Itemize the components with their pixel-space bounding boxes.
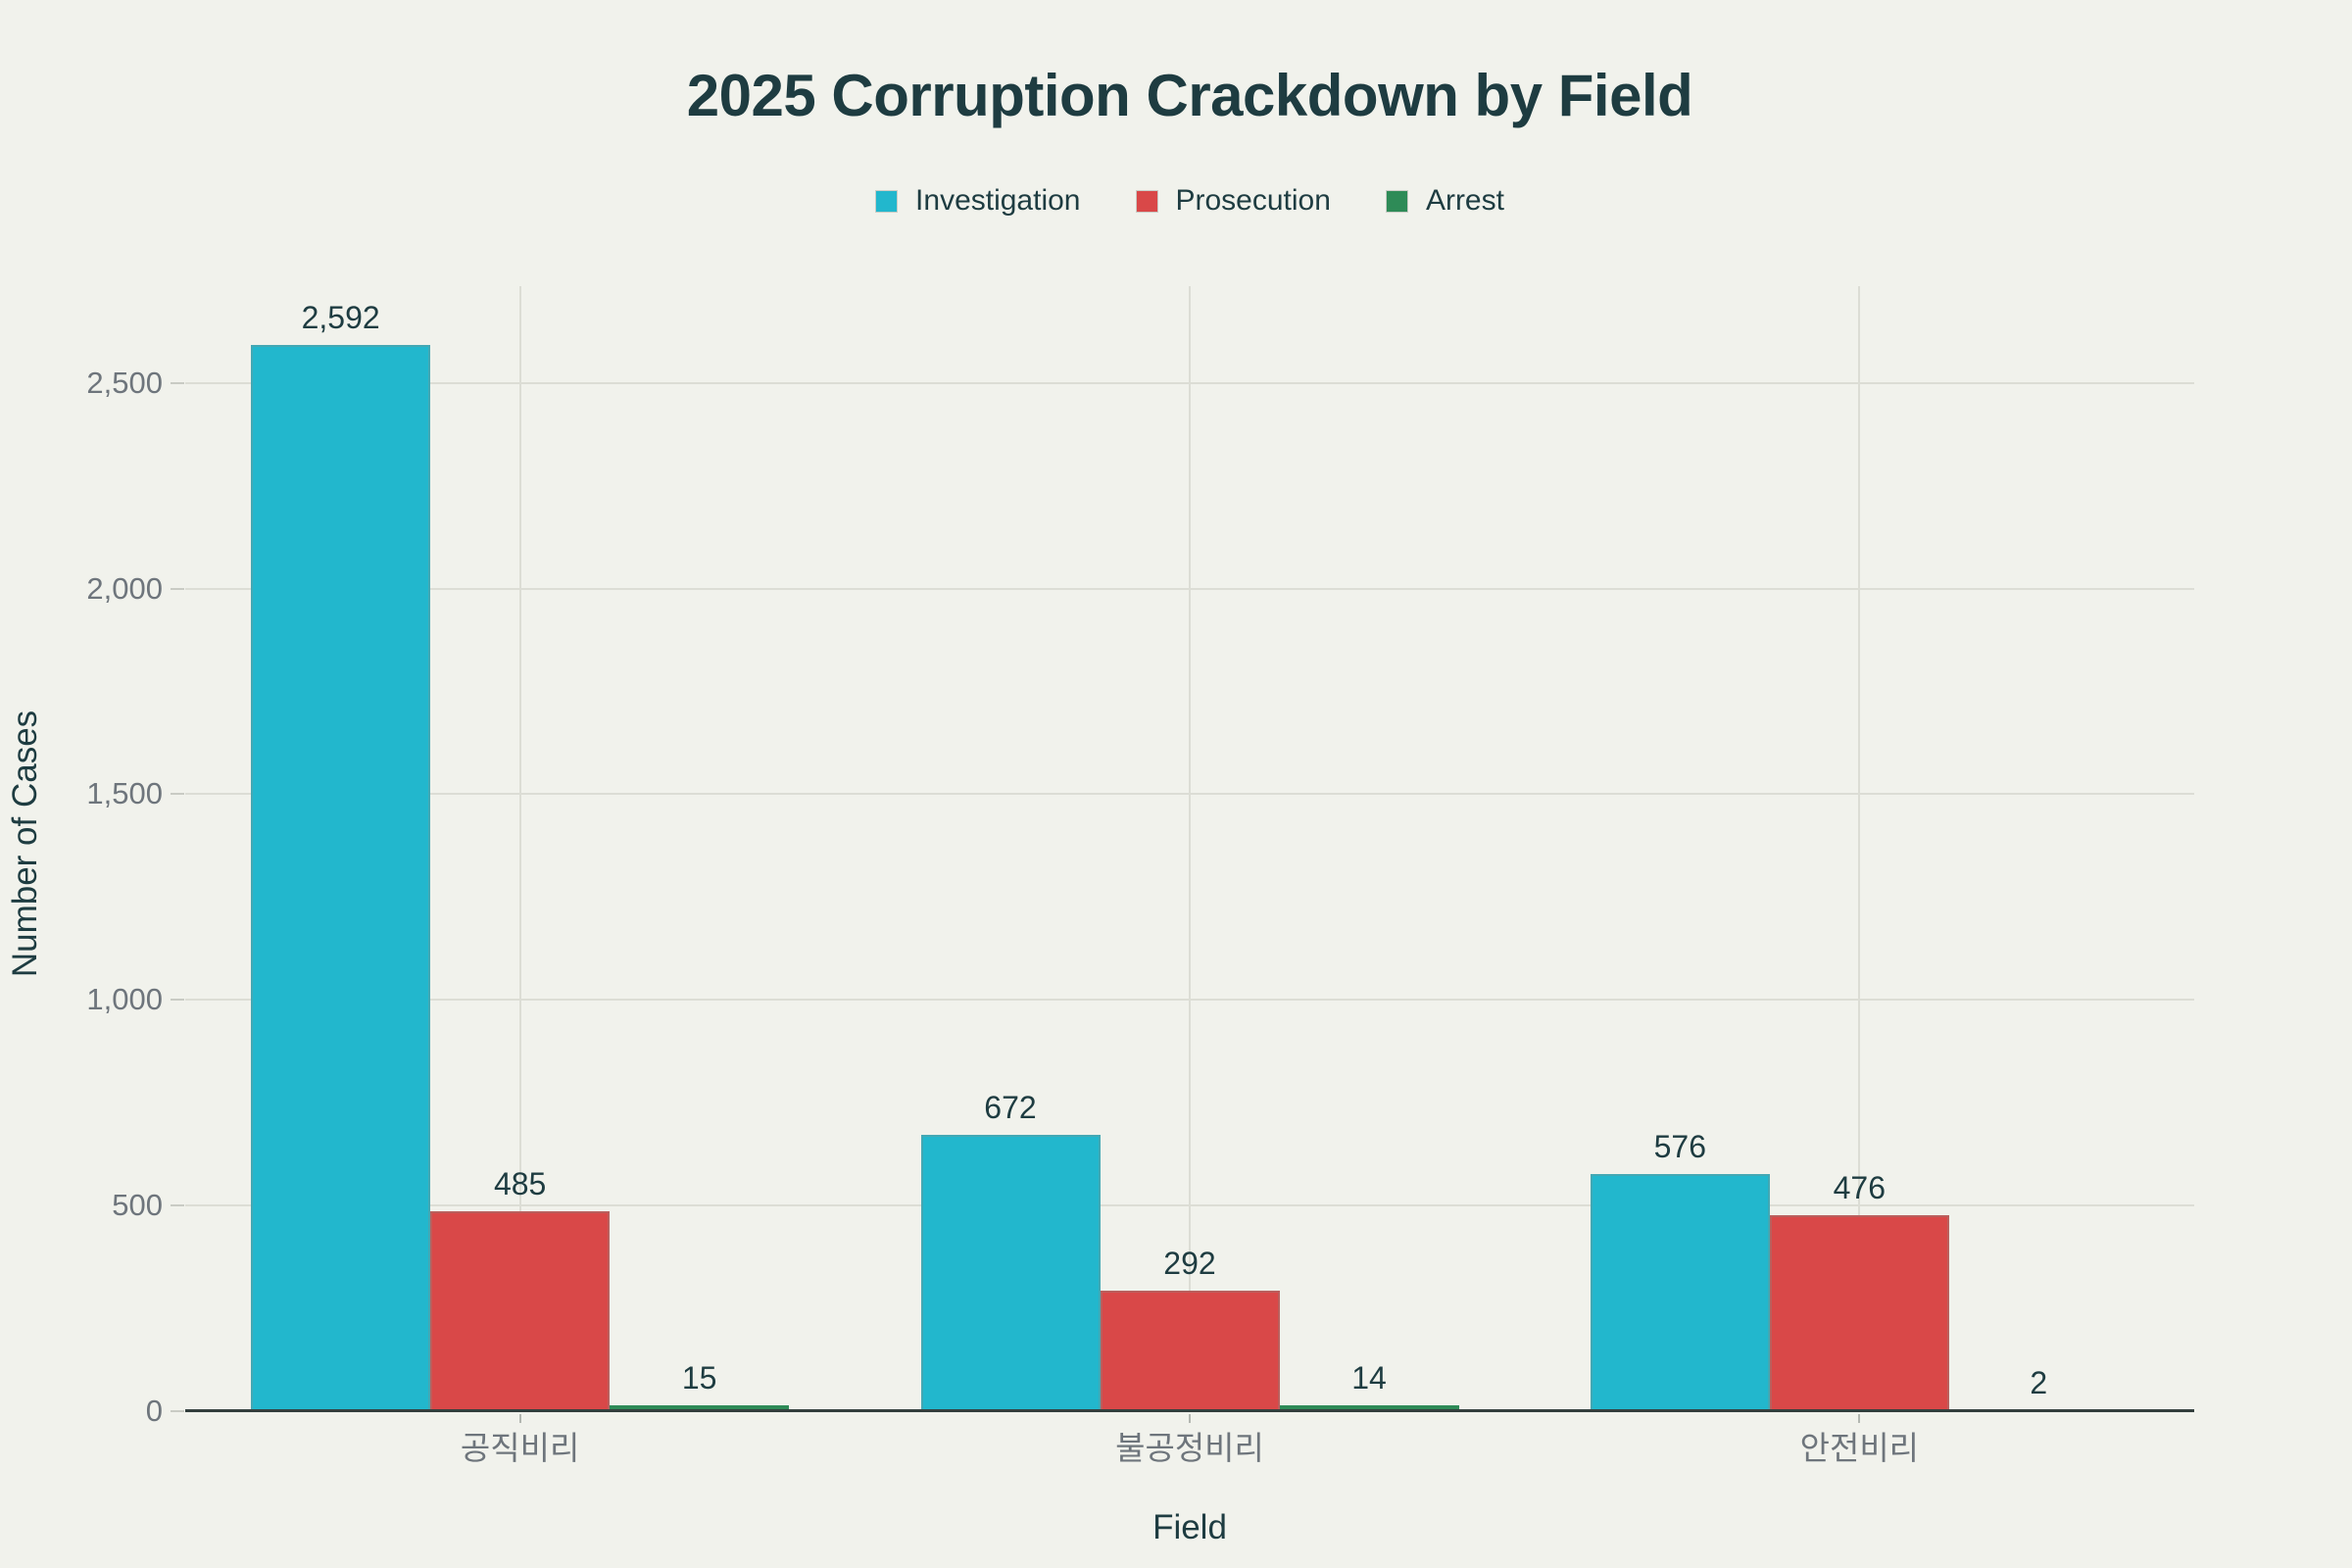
- plot-area: [185, 286, 2194, 1412]
- x-tick-label: 안전비리: [1799, 1430, 1920, 1466]
- bar-arrest-공직비리[interactable]: [610, 1404, 790, 1411]
- y-tick-label: 1,500: [86, 776, 163, 811]
- legend-item-prosecution[interactable]: Prosecution: [1135, 184, 1331, 218]
- x-axis-line: [185, 1409, 2194, 1412]
- x-tick-mark: [518, 1414, 521, 1423]
- y-tick-mark: [171, 381, 184, 384]
- y-tick-label: 2,000: [86, 570, 163, 606]
- bar-prosecution-안전비리[interactable]: [1769, 1215, 1949, 1411]
- y-axis-title: Number of Cases: [6, 710, 44, 978]
- bar-investigation-불공정비리[interactable]: [920, 1134, 1101, 1411]
- bar-value-label: 2: [2030, 1365, 2048, 1400]
- bar-value-label: 476: [1833, 1170, 1886, 1206]
- v-gridline-안전비리: [1858, 286, 1861, 1411]
- bar-value-label: 576: [1653, 1129, 1707, 1165]
- legend-swatch-icon: [875, 189, 899, 213]
- bar-value-label: 2,592: [301, 300, 380, 336]
- y-tick-label: 0: [145, 1394, 163, 1428]
- y-tick-mark: [171, 793, 184, 796]
- y-tick-label: 1,000: [86, 982, 163, 1017]
- bar-value-label: 15: [681, 1359, 717, 1396]
- legend-swatch-icon: [1135, 189, 1158, 213]
- legend-item-arrest[interactable]: Arrest: [1385, 184, 1504, 218]
- v-gridline-불공정비리: [1189, 286, 1191, 1411]
- x-tick-label: 공직비리: [460, 1430, 580, 1466]
- legend-swatch-icon: [1385, 189, 1408, 213]
- y-tick-mark: [171, 999, 184, 1002]
- legend-label: Arrest: [1425, 184, 1504, 217]
- bar-prosecution-공직비리[interactable]: [430, 1211, 611, 1411]
- x-axis-title: Field: [1152, 1508, 1227, 1546]
- legend-label: Prosecution: [1175, 184, 1331, 217]
- y-tick-mark: [171, 587, 184, 590]
- x-tick-mark: [1189, 1414, 1191, 1423]
- bar-value-label: 672: [984, 1089, 1037, 1125]
- legend-item-investigation[interactable]: Investigation: [875, 184, 1081, 218]
- y-tick-mark: [171, 1410, 184, 1412]
- y-tick-label: 500: [112, 1188, 163, 1223]
- legend: Investigation Prosecution Arrest: [185, 184, 2194, 218]
- bar-investigation-공직비리[interactable]: [251, 345, 431, 1411]
- y-tick-label: 2,500: [86, 365, 163, 400]
- chart-title: 2025 Corruption Crackdown by Field: [686, 63, 1693, 128]
- bar-value-label: 14: [1351, 1360, 1387, 1396]
- y-tick-mark: [171, 1204, 184, 1207]
- bar-arrest-불공정비리[interactable]: [1279, 1405, 1459, 1411]
- v-gridline-공직비리: [518, 286, 521, 1411]
- bar-value-label: 292: [1163, 1246, 1216, 1282]
- x-tick-label: 불공정비리: [1115, 1430, 1264, 1466]
- legend-label: Investigation: [915, 184, 1081, 217]
- bar-prosecution-불공정비리[interactable]: [1100, 1291, 1280, 1411]
- x-tick-mark: [1858, 1414, 1861, 1423]
- bar-investigation-안전비리[interactable]: [1590, 1174, 1770, 1411]
- bar-value-label: 485: [493, 1166, 547, 1202]
